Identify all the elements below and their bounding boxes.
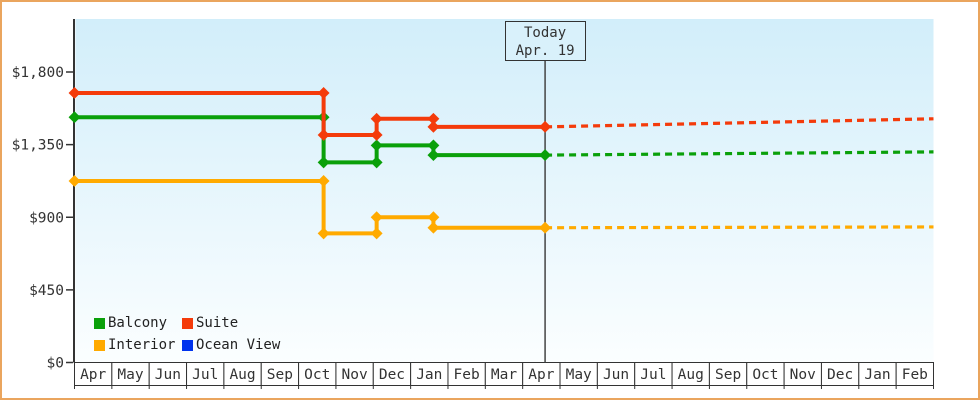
today-annotation-line2: Apr. 19	[515, 43, 575, 59]
x-axis-month-label: Jul	[640, 367, 666, 383]
x-axis-month-label: Dec	[379, 367, 405, 383]
legend-swatch-balcony	[94, 317, 105, 329]
legend-swatch-suite	[182, 317, 193, 329]
series-forecast-interior	[545, 225, 934, 230]
x-axis-month-label: Dec	[827, 367, 853, 383]
x-axis-month-label: Nov	[790, 367, 816, 383]
x-axis-month-label: Apr	[528, 367, 554, 383]
legend-label-interior: Interior	[108, 337, 176, 353]
plot-area	[75, 19, 934, 363]
x-axis-month-label: Aug	[229, 367, 255, 383]
x-axis-month-label: May	[117, 367, 143, 383]
x-axis-month-label: Oct	[752, 367, 778, 383]
legend-item-suite: Suite	[182, 312, 280, 334]
x-axis-month-cell	[895, 362, 934, 386]
y-axis-label: $1,350	[12, 138, 64, 154]
x-axis-month-label: Mar	[491, 367, 517, 383]
legend-swatch-interior	[94, 339, 105, 351]
legend-label-ocean-view: Ocean View	[196, 337, 281, 353]
legend-label-suite: Suite	[196, 315, 239, 331]
today-annotation-line1: Today	[524, 25, 567, 41]
x-axis-month-label: Jun	[603, 367, 629, 383]
x-axis-month-label: Aug	[678, 367, 704, 383]
y-axis-label: $1,800	[12, 65, 64, 81]
y-axis-label: $450	[29, 283, 64, 299]
legend-item-balcony: Balcony	[94, 312, 182, 334]
legend-label-balcony: Balcony	[108, 315, 168, 331]
legend-item-ocean-view: Ocean View	[182, 334, 280, 356]
series-forecast-suite	[545, 117, 934, 129]
x-axis-month-label: Feb	[454, 367, 480, 383]
legend-item-interior: Interior	[94, 334, 182, 356]
x-axis-month-label: Nov	[342, 367, 368, 383]
legend-swatch-ocean-view	[182, 339, 193, 351]
x-axis-month-label: Jul	[192, 367, 218, 383]
x-axis-month-label: Jan	[864, 367, 890, 383]
x-axis-month-label: Sep	[715, 367, 741, 383]
y-axis-label: $900	[29, 210, 64, 226]
x-axis-month-label: Feb	[902, 367, 928, 383]
today-annotation: Today Apr. 19	[504, 21, 586, 61]
y-axis-label: $0	[47, 356, 64, 372]
x-axis-month-label: Apr	[80, 367, 106, 383]
series-forecast-balcony	[545, 150, 934, 157]
x-axis-month-label: Jan	[416, 367, 442, 383]
x-axis-month-label: May	[566, 367, 592, 383]
legend: Balcony Suite Interior Ocean View	[94, 312, 280, 356]
x-axis-month-label: Jun	[155, 367, 181, 383]
x-axis-month-label: Oct	[304, 367, 330, 383]
x-axis-month-label: Sep	[267, 367, 293, 383]
